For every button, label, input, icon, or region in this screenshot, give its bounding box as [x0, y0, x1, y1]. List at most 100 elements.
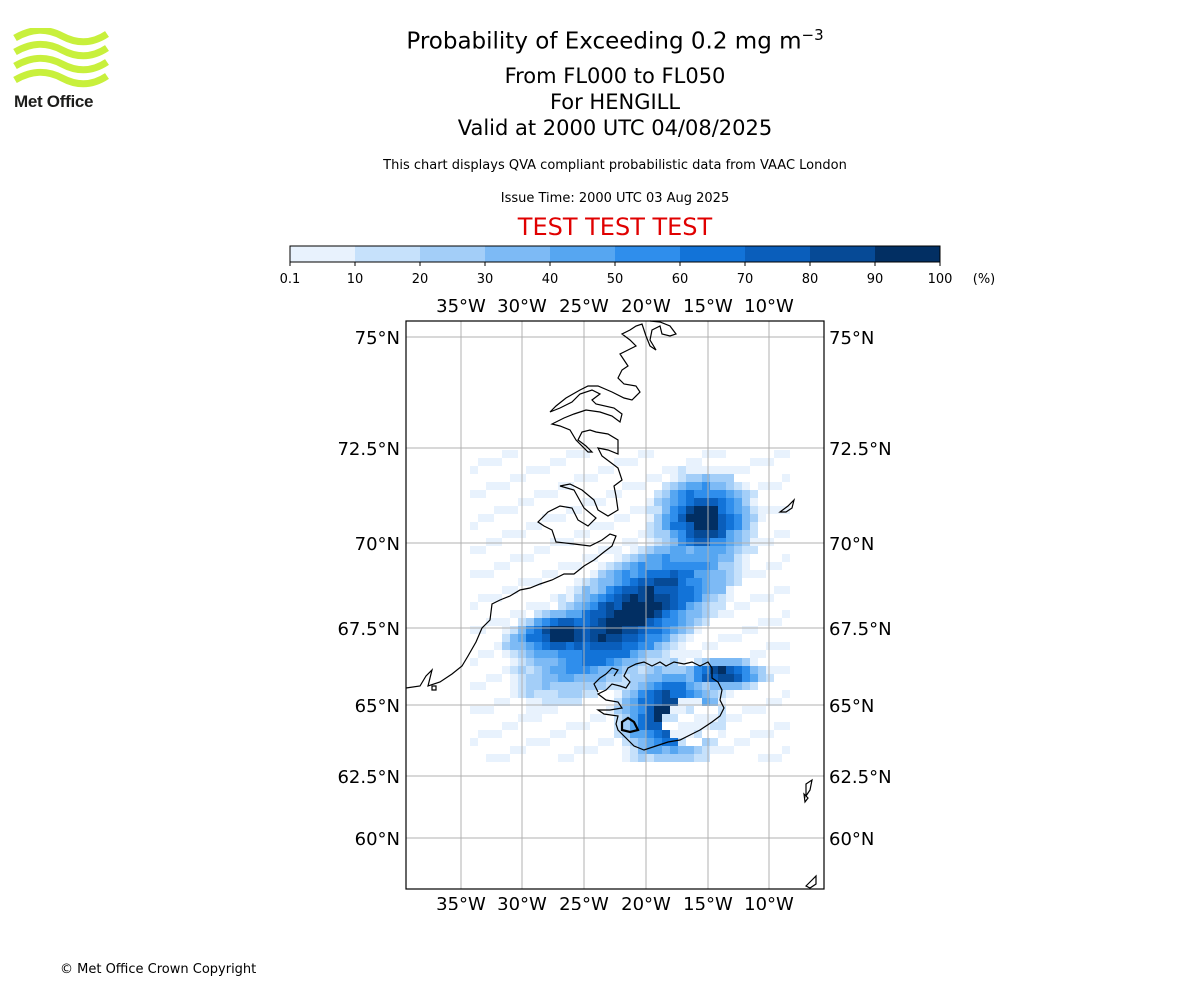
plume-cell — [638, 626, 646, 634]
plume-cell — [550, 490, 558, 498]
flight-levels: From FL000 to FL050 — [504, 64, 726, 88]
plume-cell — [766, 458, 774, 466]
plume-cell — [726, 674, 734, 682]
plume-cell — [734, 546, 742, 554]
plume-cell — [718, 538, 726, 546]
plume-cell — [550, 458, 558, 466]
plume-cell — [686, 698, 694, 706]
plume-cell — [750, 530, 758, 538]
plume-cell — [662, 578, 670, 586]
plume-cell — [582, 666, 590, 674]
plume-cell — [510, 554, 518, 562]
plume-cell — [694, 618, 702, 626]
plume-cell — [710, 538, 718, 546]
right-latitude-label: 62.5°N — [829, 767, 892, 788]
plume-cell — [574, 658, 582, 666]
colorbar-segment — [810, 246, 875, 262]
plume-cell — [598, 738, 606, 746]
plume-cell — [774, 506, 782, 514]
plume-cell — [486, 754, 494, 762]
plume-cell — [558, 698, 566, 706]
plume-cell — [678, 514, 686, 522]
plume-cell — [606, 642, 614, 650]
plume-cell — [478, 458, 486, 466]
plume-cell — [542, 634, 550, 642]
plume-cell — [742, 490, 750, 498]
plume-cell — [718, 498, 726, 506]
plume-cell — [694, 578, 702, 586]
plume-cell — [742, 538, 750, 546]
copyright: © Met Office Crown Copyright — [60, 962, 257, 977]
plume-cell — [606, 546, 614, 554]
plume-cell — [702, 594, 710, 602]
plume-cell — [470, 738, 478, 746]
colorbar-segment — [745, 246, 810, 262]
plume-cell — [646, 570, 654, 578]
plume-cell — [638, 730, 646, 738]
plume-cell — [710, 682, 718, 690]
plume-cell — [662, 642, 670, 650]
plume-cell — [558, 674, 566, 682]
plume-cell — [662, 634, 670, 642]
plume-cell — [742, 658, 750, 666]
plume-cell — [678, 554, 686, 562]
plume-cell — [702, 746, 710, 754]
plume-cell — [686, 514, 694, 522]
plume-cell — [574, 474, 582, 482]
plume-cell — [526, 602, 534, 610]
plume-cell — [710, 610, 718, 618]
plume-cell — [646, 594, 654, 602]
plume-cell — [662, 490, 670, 498]
plume-cell — [566, 482, 574, 490]
plume-cell — [654, 746, 662, 754]
plume-cell — [542, 626, 550, 634]
plume-cell — [638, 666, 646, 674]
plume-cell — [502, 618, 510, 626]
plume-cell — [670, 466, 678, 474]
plume-cell — [622, 690, 630, 698]
plume-cell — [614, 706, 622, 714]
plume-cell — [646, 530, 654, 538]
plume-cell — [718, 546, 726, 554]
plume-cell — [486, 674, 494, 682]
plume-cell — [598, 682, 606, 690]
plume-cell — [502, 634, 510, 642]
plume-cell — [534, 658, 542, 666]
plume-cell — [478, 682, 486, 690]
plume-cell — [502, 586, 510, 594]
plume-cell — [630, 506, 638, 514]
plume-cell — [670, 730, 678, 738]
plume-cell — [606, 562, 614, 570]
plume-cell — [750, 650, 758, 658]
plume-cell — [630, 586, 638, 594]
plume-cell — [550, 634, 558, 642]
plume-cell — [734, 570, 742, 578]
plume-cell — [718, 506, 726, 514]
plume-cell — [590, 522, 598, 530]
plume-cell — [734, 490, 742, 498]
plume-cell — [670, 690, 678, 698]
plume-cell — [678, 658, 686, 666]
plume-cell — [742, 522, 750, 530]
plume-cell — [710, 530, 718, 538]
colorbar-segment — [680, 246, 745, 262]
plume-cell — [542, 738, 550, 746]
plume-cell — [686, 466, 694, 474]
plume-cell — [598, 666, 606, 674]
plume-cell — [630, 642, 638, 650]
plume-cell — [638, 634, 646, 642]
plume-cell — [726, 546, 734, 554]
plume-cell — [630, 666, 638, 674]
plume-cell — [646, 450, 654, 458]
plume-cell — [758, 674, 766, 682]
met-office-logo-icon — [13, 28, 109, 88]
plume-cell — [702, 514, 710, 522]
plume-cell — [582, 626, 590, 634]
plume-cell — [702, 610, 710, 618]
plume-cell — [654, 602, 662, 610]
left-latitude-label: 72.5°N — [337, 439, 400, 460]
plume-cell — [782, 586, 790, 594]
plume-cell — [710, 490, 718, 498]
plume-cell — [726, 514, 734, 522]
plume-cell — [566, 562, 574, 570]
